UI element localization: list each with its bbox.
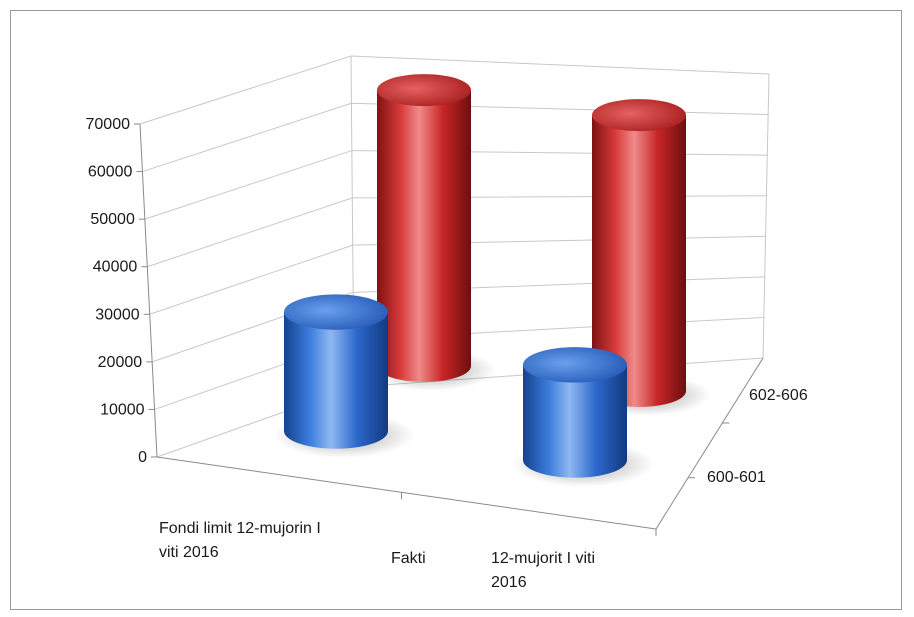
depth-label: 602-606 <box>749 387 808 404</box>
category-label-line: 12-mujorit I viti <box>491 550 595 567</box>
bar-top <box>284 294 388 330</box>
bar-top <box>523 347 627 383</box>
bars-layer <box>273 74 711 487</box>
y-tick-label: 70000 <box>86 116 131 133</box>
y-axis-line <box>139 123 158 458</box>
cylinder-bar <box>368 74 496 391</box>
depth-axis-line <box>655 357 764 530</box>
cylinder-bar <box>512 347 654 487</box>
bar-body <box>377 90 471 382</box>
category-label-line: viti 2016 <box>159 544 219 561</box>
y-tick-label: 40000 <box>93 259 138 276</box>
y-tick-label: 50000 <box>90 211 135 228</box>
gridline <box>139 55 770 125</box>
y-tick-label: 0 <box>138 449 147 466</box>
wall-edge <box>762 73 770 359</box>
labels-layer: 70000 60000 50000 40000 30000 20000 10000 0 Fond… <box>86 116 808 591</box>
bar-body <box>592 115 686 407</box>
bar-top <box>592 99 686 132</box>
category-label-line: Fakti <box>391 550 426 567</box>
bar-body <box>523 364 627 478</box>
category-label: 12-mujorit I viti 2016 <box>491 550 595 591</box>
y-tick-label: 10000 <box>100 401 145 418</box>
depth-label: 600-601 <box>707 469 766 486</box>
axis-layer <box>134 123 764 536</box>
x-axis-line <box>156 456 657 530</box>
chart-frame: 70000 60000 50000 40000 30000 20000 10000 0 Fond… <box>10 10 902 610</box>
category-label-line: Fondi limit 12-mujorin I <box>159 520 321 537</box>
cylinder-bar <box>273 294 415 458</box>
y-tick-label: 30000 <box>95 306 140 323</box>
bar-body <box>284 312 388 449</box>
category-label: Fakti <box>391 550 426 567</box>
chart-svg: 70000 60000 50000 40000 30000 20000 10000 0 Fond… <box>86 55 808 591</box>
bar-top <box>377 74 471 107</box>
y-tick-label: 60000 <box>88 164 133 181</box>
category-label-line: 2016 <box>491 574 527 591</box>
category-label: Fondi limit 12-mujorin I viti 2016 <box>159 520 321 561</box>
y-tick-label: 20000 <box>98 354 143 371</box>
